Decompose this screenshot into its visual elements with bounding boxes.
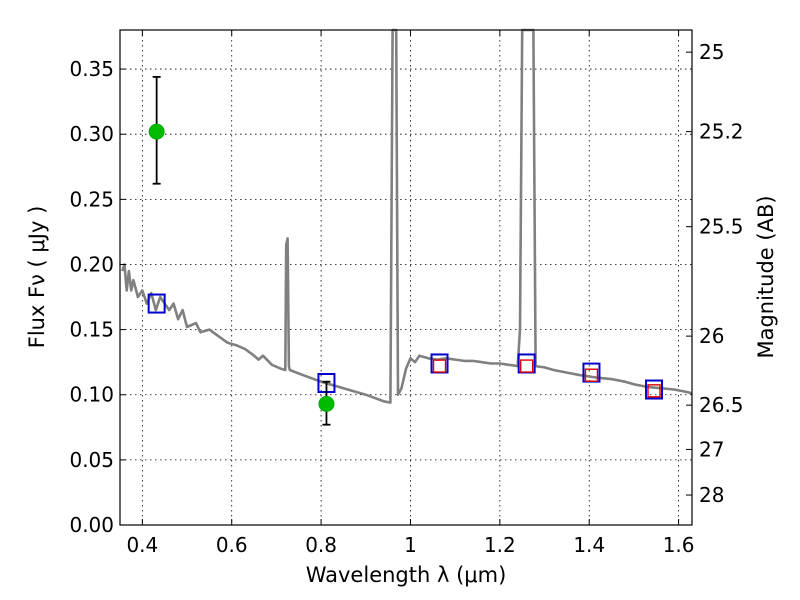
y2-tick-label: 26.5 bbox=[699, 393, 744, 417]
x-tick-label: 1 bbox=[404, 533, 417, 557]
grid-layer bbox=[120, 30, 692, 526]
detection-point bbox=[318, 395, 335, 412]
y2-tick-label: 25.2 bbox=[699, 120, 744, 144]
spectrum-layer bbox=[120, 28, 693, 404]
y2-tick-label: 28 bbox=[699, 483, 724, 507]
plot-frame bbox=[119, 29, 693, 526]
y-tick-label: 0.00 bbox=[69, 513, 114, 537]
x-tick-label: 0.6 bbox=[216, 533, 248, 557]
y-tick-layer: 0.00 0.05 0.10 0.15 0.20 0.25 0.30 0.35 bbox=[69, 57, 126, 537]
detection-point bbox=[148, 123, 165, 140]
y2-tick-label: 27 bbox=[699, 437, 724, 461]
synthetic-flux-square-marker bbox=[584, 368, 599, 382]
y-tick-label: 0.30 bbox=[69, 122, 114, 146]
synthetic-flux-square-marker bbox=[647, 384, 661, 398]
x-axis-label: Wavelength λ (μm) bbox=[306, 563, 507, 587]
x-tick-layer: 0.4 0.6 0.8 1 1.2 1.4 1.6 bbox=[126, 30, 695, 557]
x-tick-label: 1.4 bbox=[573, 533, 605, 557]
x-tick-label: 0.8 bbox=[305, 533, 337, 557]
y-tick-label: 0.25 bbox=[69, 187, 114, 211]
marker-layer bbox=[147, 75, 664, 426]
x-tick-label: 1.6 bbox=[663, 533, 695, 557]
y-tick-label: 0.10 bbox=[69, 383, 114, 407]
y2-tick-label: 25.5 bbox=[699, 215, 744, 239]
y-tick-label: 0.35 bbox=[69, 57, 114, 81]
x-tick-label: 1.2 bbox=[484, 533, 516, 557]
synthetic-flux-square-marker bbox=[432, 359, 447, 373]
y-tick-label: 0.15 bbox=[69, 318, 114, 342]
y2-tick-label: 25 bbox=[699, 40, 724, 64]
model-flux-square-marker bbox=[147, 293, 166, 314]
x-tick-label: 0.4 bbox=[126, 533, 158, 557]
y-tick-label: 0.05 bbox=[69, 448, 114, 472]
model-flux-square-marker bbox=[645, 379, 664, 400]
template-spectrum-line bbox=[120, 28, 693, 404]
y2-axis-label: Magnitude (AB) bbox=[754, 195, 778, 358]
y2-tick-layer: 25 25.2 25.5 26 26.5 27 28 bbox=[686, 40, 744, 507]
synthetic-flux-square-marker bbox=[519, 359, 534, 373]
y-tick-label: 0.20 bbox=[69, 252, 114, 276]
y-axis-label: Flux Fν ( μJy ) bbox=[25, 206, 49, 349]
y2-tick-label: 26 bbox=[699, 324, 724, 348]
